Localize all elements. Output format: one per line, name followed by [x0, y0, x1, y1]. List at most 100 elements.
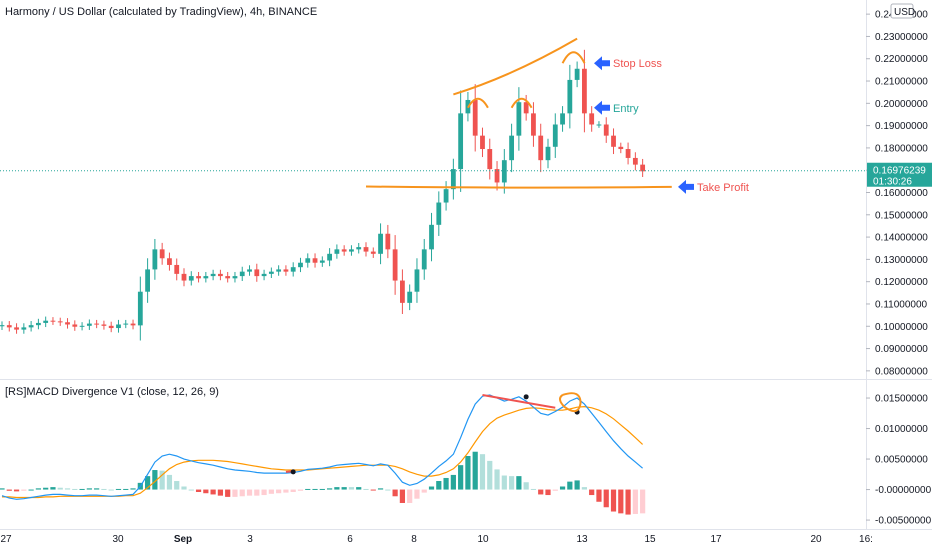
candle-body [596, 124, 602, 126]
candle-body [370, 251, 376, 254]
macd-histogram-bar [145, 476, 151, 490]
candle-body [232, 276, 238, 279]
candle-body [305, 258, 311, 263]
candle-body [378, 233, 383, 254]
macd-histogram-bar [152, 470, 158, 490]
macd-histogram-bar [261, 489, 267, 496]
candle-body [57, 321, 63, 323]
candle-body [79, 325, 85, 327]
macd-histogram-bar [567, 481, 573, 490]
macd-histogram-bar [509, 476, 515, 490]
time-tick-label: 15 [644, 534, 656, 545]
drawings-layer: Stop Loss Entry Take Profit [285, 37, 749, 475]
macd-histogram-bar [487, 460, 493, 490]
macd-histogram-bar [516, 476, 522, 490]
time-tick-label: 16: [859, 534, 873, 545]
macd-histogram-bar [341, 487, 347, 490]
macd-histogram-bar [428, 486, 435, 490]
macd-histogram-bar [399, 489, 405, 503]
candle-body [290, 267, 296, 272]
candle-body [618, 146, 624, 150]
macd-histogram-bar [327, 488, 333, 490]
candle-body [239, 271, 245, 277]
time-tick-label: 20 [810, 534, 822, 545]
macd-histogram-bar [574, 480, 580, 490]
macd-pane-title: [RS]MACD Divergence V1 (close, 12, 26, 9… [5, 386, 219, 398]
candle-body [116, 324, 121, 329]
macd-histogram-bar [356, 487, 362, 490]
currency-label: USD [894, 7, 915, 18]
macd-histogram-bar [494, 469, 500, 490]
time-tick-label: 8 [411, 534, 417, 545]
macd-histogram-bar [57, 487, 63, 490]
macd-histogram-bar [50, 487, 56, 490]
macd-histogram-bar [363, 488, 369, 490]
price-tick-label: 0.22000000 [875, 54, 928, 65]
macd-histogram-bar [501, 475, 507, 490]
price-tick-label: 0.16000000 [875, 188, 928, 199]
macd-histogram-bar [0, 488, 5, 490]
candle-body [123, 323, 129, 325]
macd-histogram-bar [159, 470, 165, 490]
candle-body [509, 135, 514, 161]
candle-body [458, 113, 464, 170]
macd-histogram-bar [407, 489, 413, 503]
candle-body [516, 102, 522, 136]
macd-histogram-bar [421, 489, 427, 493]
macd-histogram-bar [370, 489, 376, 491]
axes-layer: 0.240000000.230000000.220000000.21000000… [0, 3, 932, 545]
candle-body [312, 258, 318, 263]
candle-body [414, 269, 420, 292]
macd-histogram-bar [596, 489, 602, 502]
price-tick-label: 0.12000000 [875, 277, 928, 288]
candle-body [582, 68, 587, 114]
macd-layer [0, 394, 646, 515]
candle-body [36, 322, 41, 326]
candle-body [341, 249, 347, 252]
macd-histogram-bar [618, 489, 624, 514]
macd-histogram-bar [581, 487, 587, 490]
price-tick-label: 0.18000000 [875, 143, 928, 154]
candle-body [247, 269, 252, 272]
time-tick-label: 30 [112, 534, 124, 545]
grid [0, 0, 932, 530]
macd-histogram-bar [530, 488, 537, 490]
candle-body [159, 249, 165, 259]
macd-histogram-bar [414, 489, 420, 499]
price-tick-label: 0.15000000 [875, 210, 928, 221]
candle-body [560, 113, 565, 125]
macd-histogram-bar [35, 488, 41, 490]
last-price-label: 0.16976239 [873, 166, 926, 177]
macd-histogram-bar [589, 489, 595, 496]
candle-body [218, 273, 223, 277]
macd-histogram-bar [268, 489, 274, 494]
candle-body [276, 269, 282, 272]
macd-histogram-bar [203, 489, 209, 494]
candle-body [531, 113, 536, 136]
candle-body [181, 273, 187, 281]
candle-body [14, 327, 19, 330]
price-tick-label: 0.13000000 [875, 255, 928, 266]
macd-histogram-bar [276, 489, 282, 494]
entry-arrow [594, 100, 610, 115]
candle-body [65, 322, 70, 325]
candle-body [625, 149, 631, 158]
candle-body [603, 124, 609, 136]
macd-histogram-bar [319, 488, 325, 490]
macd-histogram-bar [632, 489, 638, 514]
middle-drawing [510, 97, 533, 109]
trendline-drawing [453, 37, 578, 96]
macd-histogram-bar [523, 482, 529, 490]
candle-body [501, 160, 507, 183]
macd-tick-label: -0.00500000 [875, 516, 932, 527]
candle-body [392, 249, 398, 281]
candle-body [174, 264, 180, 274]
macd-histogram-bar [465, 456, 471, 490]
macd-histogram-bar [436, 481, 442, 490]
macd-histogram-bar [472, 451, 478, 490]
candle-body [167, 258, 172, 265]
candle-body [283, 269, 289, 272]
candle-body [334, 249, 340, 254]
macd-tick-label: 0.01500000 [875, 394, 928, 405]
